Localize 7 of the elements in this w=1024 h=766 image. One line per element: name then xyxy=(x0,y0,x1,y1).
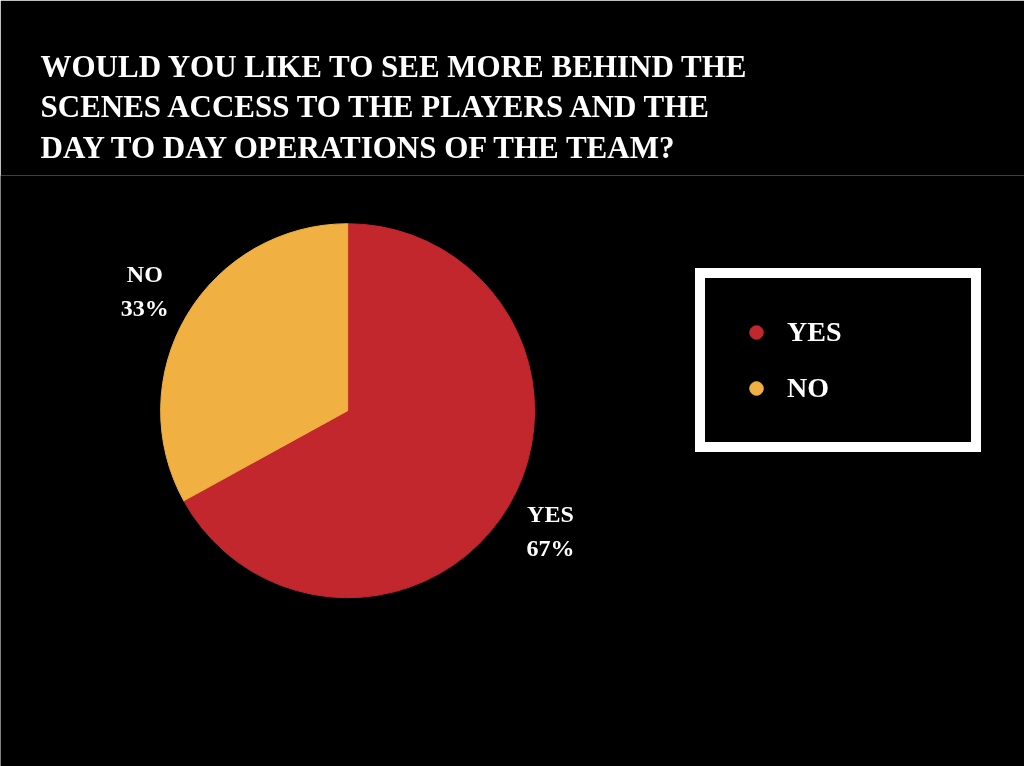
legend-label: NO xyxy=(787,372,830,404)
data-label: 67% xyxy=(526,534,575,561)
slice-label: NO xyxy=(126,260,163,287)
data-label: 33% xyxy=(120,294,169,321)
slice-label: YES xyxy=(527,500,574,527)
legend-label: YES xyxy=(787,316,843,348)
chart-title: WOULD YOU LIKE TO SEE MORE BEHIND THE SCENES ACCESS TO THE PLAYERS AND THE DAY TO DAY OPERATIONS OF THE TEAM? xyxy=(40,49,747,165)
